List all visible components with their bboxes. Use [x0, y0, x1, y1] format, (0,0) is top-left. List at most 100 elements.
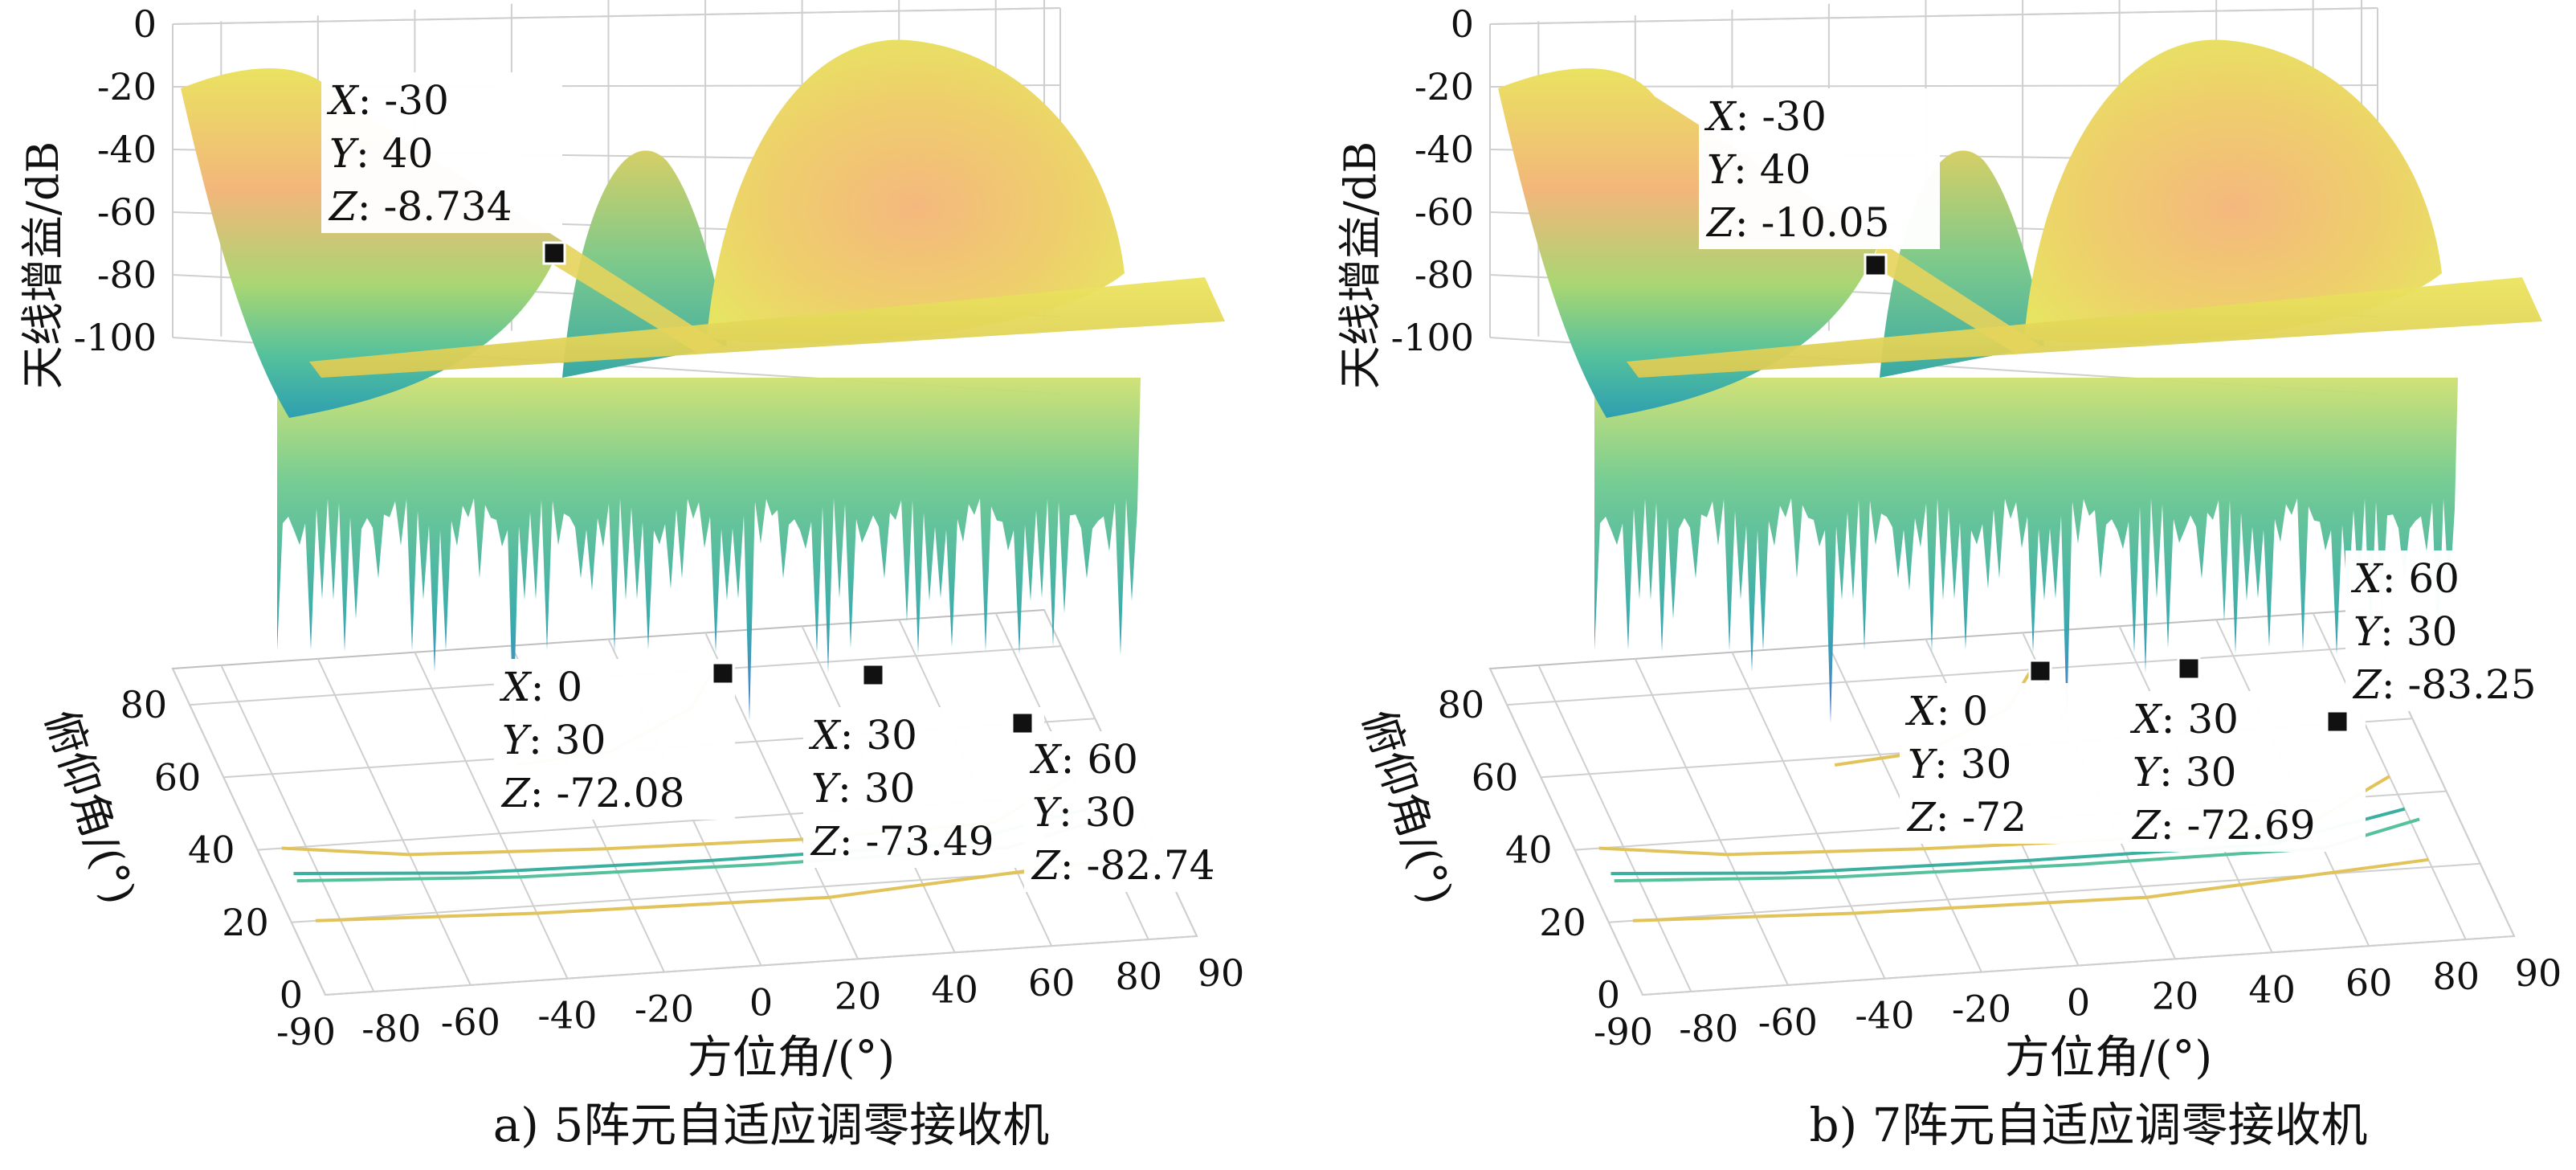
- datatip-line: Z: -83.25: [2352, 661, 2537, 708]
- x-tick-label: -60: [1758, 1000, 1818, 1044]
- datatip-line: Z: -72.08: [500, 770, 685, 816]
- panel-caption: a) 5阵元自适应调零接收机: [493, 1098, 1050, 1152]
- z-tick-label: -100: [74, 316, 157, 359]
- datatip-box: [1024, 731, 1265, 892]
- datatip-line: Z: -8.734: [328, 183, 512, 230]
- z-tick-label: -20: [97, 65, 157, 108]
- y-tick-label: 0: [280, 973, 303, 1017]
- datatip: X: 0 Y: 30 Z: -72: [1900, 659, 2141, 844]
- datatip-line: X: 0: [499, 664, 582, 710]
- x-tick-label: -90: [276, 1010, 336, 1053]
- x-tick-label: -40: [537, 994, 597, 1037]
- z-tick-label: -40: [1415, 128, 1474, 171]
- datatip-box: [1699, 88, 1940, 249]
- datatip-box: [2345, 550, 2576, 711]
- x-tick-label: 90: [2515, 951, 2562, 995]
- x-tick-label: -20: [635, 988, 694, 1031]
- datatip-line: Z: -10.05: [1705, 199, 1890, 246]
- x-tick-label: -90: [1594, 1010, 1653, 1053]
- x-tick-label: -80: [361, 1007, 421, 1050]
- datatip-line: X: 30: [808, 712, 917, 759]
- datatip-marker[interactable]: [2028, 659, 2052, 683]
- x-tick-label: 40: [931, 968, 978, 1011]
- datatip-marker[interactable]: [861, 663, 885, 687]
- z-tick-label: -60: [97, 190, 157, 234]
- y-tick-label: 80: [1438, 683, 1485, 726]
- datatip-box: [321, 72, 562, 233]
- datatip-marker[interactable]: [1010, 711, 1035, 735]
- z-tick-label: -80: [1415, 253, 1474, 297]
- y-tick-label: 60: [1472, 755, 1519, 799]
- datatip: X: 60 Y: 30 Z: -83.25: [2325, 550, 2576, 734]
- x-tick-label: 0: [749, 981, 773, 1025]
- panel-a: 0 -20 -40 -60 -80 -100 0 20 40 60 80 -90 -80 -60 -40 -2…: [18, 0, 1265, 1152]
- datatip-line: Y: 30: [1908, 741, 2011, 788]
- x-tick-label: 20: [835, 974, 882, 1017]
- datatip-marker[interactable]: [1864, 253, 1888, 277]
- x-tick-label: 40: [2248, 968, 2296, 1011]
- x-axis-label: 方位角/(°): [2005, 1032, 2213, 1084]
- x-tick-label: 20: [2152, 974, 2199, 1017]
- x-tick-label: 80: [2432, 955, 2480, 998]
- z-axis-label: 天线增益/dB: [1335, 141, 1386, 389]
- gain-surface: [181, 39, 1225, 724]
- gain-surface: [1498, 39, 2542, 724]
- datatip: X: -30 Y: 40 Z: -8.734: [321, 72, 566, 265]
- x-tick-label: 90: [1198, 951, 1245, 995]
- x-tick-label: 60: [2345, 961, 2393, 1004]
- z-tick-label: -100: [1391, 316, 1474, 359]
- datatip-line: Y: 40: [1707, 146, 1811, 193]
- y-tick-label: 60: [154, 755, 202, 799]
- datatip-line: Z: -72.69: [2131, 802, 2316, 849]
- datatip-line: Y: 40: [329, 130, 433, 177]
- datatip: X: 30 Y: 30 Z: -73.49: [803, 663, 1044, 868]
- datatip-line: X: 0: [1904, 688, 1988, 734]
- y-axis-label: 俯仰角/(°): [35, 704, 145, 910]
- x-tick-label: -20: [1952, 988, 2011, 1031]
- tick-labels: 0 -20 -40 -60 -80 -100 0 20 40 60 80 -90 -80 -60 -40 -2…: [1391, 2, 2562, 1053]
- x-tick-label: -40: [1855, 994, 1914, 1037]
- datatip: X: -30 Y: 40 Z: -10.05: [1699, 88, 1940, 277]
- y-tick-label: 20: [1539, 901, 1586, 944]
- z-tick-label: -40: [97, 128, 157, 171]
- datatip-line: Z: -73.49: [810, 818, 994, 865]
- z-tick-label: 0: [133, 2, 157, 46]
- datatip-marker[interactable]: [711, 661, 735, 685]
- z-tick-label: 0: [1451, 2, 1474, 46]
- y-tick-label: 80: [120, 683, 168, 726]
- datatip-line: Y: 30: [502, 717, 606, 763]
- datatip-line: X: -30: [326, 77, 449, 124]
- datatip-box: [494, 659, 735, 820]
- z-tick-label: -60: [1415, 190, 1474, 234]
- x-tick-label: -80: [1679, 1007, 1738, 1050]
- x-axis-label: 方位角/(°): [688, 1032, 896, 1084]
- datatip-marker[interactable]: [2177, 657, 2201, 681]
- datatip-line: Y: 30: [1032, 789, 1136, 836]
- y-tick-label: 40: [188, 828, 235, 872]
- datatip: X: 30 Y: 30 Z: -72.69: [2125, 657, 2366, 852]
- z-tick-label: -80: [97, 253, 157, 297]
- datatip-line: Y: 30: [2354, 608, 2457, 655]
- panel-b: 0 -20 -40 -60 -80 -100 0 20 40 60 80 -90 -80 -60 -40 -2…: [1335, 0, 2576, 1152]
- x-tick-label: 60: [1028, 961, 1076, 1004]
- panel-caption: b) 7阵元自适应调零接收机: [1809, 1098, 2367, 1152]
- datatip-marker[interactable]: [542, 241, 566, 265]
- tick-labels: 0 -20 -40 -60 -80 -100 0 20 40 60 80 -90 -80 -60 -40 -2…: [74, 2, 1245, 1053]
- y-axis-label: 俯仰角/(°): [1353, 704, 1463, 910]
- datatip-marker[interactable]: [2325, 710, 2349, 734]
- datatip-box: [803, 707, 1044, 868]
- datatip-line: Z: -72: [1906, 794, 2027, 841]
- z-axis-label: 天线增益/dB: [18, 141, 68, 389]
- datatip-line: Z: -82.74: [1031, 842, 1215, 889]
- y-tick-label: 0: [1597, 973, 1620, 1017]
- datatip-line: Y: 30: [2133, 749, 2236, 796]
- y-tick-label: 40: [1505, 828, 1553, 872]
- datatips: X: -30 Y: 40 Z: -8.734 X: 0 Y: 30 Z: -72.08 X:…: [321, 72, 1265, 892]
- datatip-line: X: -30: [1704, 93, 1827, 140]
- x-tick-label: -60: [441, 1000, 500, 1044]
- datatip-line: X: 30: [2129, 696, 2239, 742]
- datatip: X: 60 Y: 30 Z: -82.74: [1010, 711, 1265, 892]
- datatip-line: X: 60: [2350, 555, 2460, 602]
- datatip-box: [1900, 683, 2141, 844]
- x-tick-label: 80: [1115, 955, 1162, 998]
